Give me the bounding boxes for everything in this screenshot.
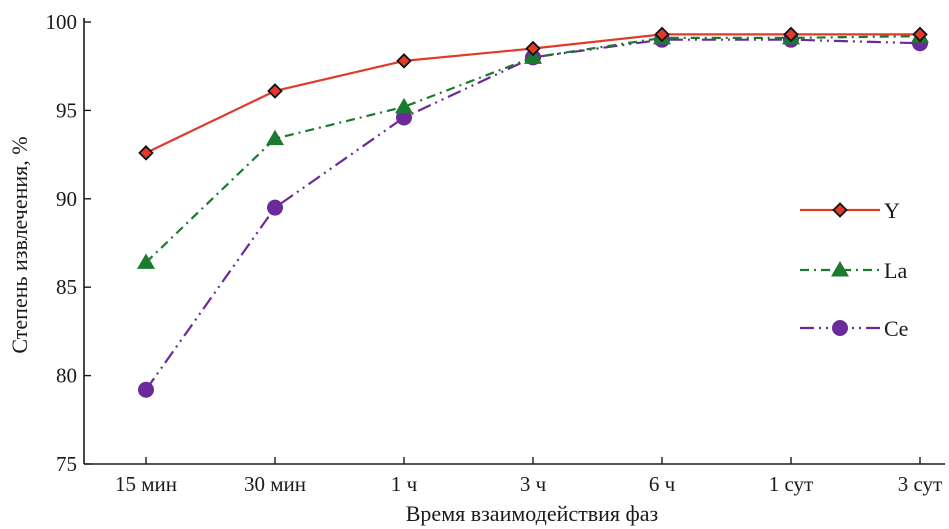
- legend-marker-ce: [832, 320, 848, 336]
- y-tick-label: 90: [56, 187, 77, 211]
- series-ce-point: [396, 109, 412, 126]
- series-ce: [138, 31, 928, 398]
- x-tick-label: 15 мин: [115, 472, 177, 496]
- series-la-point: [266, 129, 284, 146]
- legend-marker-la: [831, 261, 849, 277]
- y-tick-label: 75: [56, 452, 77, 476]
- series-y-point: [267, 83, 283, 99]
- x-tick-label: 3 сут: [898, 472, 942, 496]
- series-la-point: [395, 97, 413, 114]
- legend-item-y: Y: [800, 198, 900, 223]
- legend-item-ce: Ce: [800, 316, 908, 341]
- x-tick-label: 30 мин: [244, 472, 306, 496]
- y-tick-label: 95: [56, 98, 77, 122]
- x-tick-label: 3 ч: [520, 472, 547, 496]
- legend: Y La Ce: [800, 198, 908, 341]
- x-tick-label: 6 ч: [649, 472, 676, 496]
- axes: 75 80 85 90 95 100 15 мин 30 мин 1 ч 3 ч 6 ч 1 сут 3…: [46, 10, 945, 496]
- legend-marker-y: [832, 202, 848, 218]
- series-ce-line: [145, 38, 921, 391]
- series-y-point: [783, 26, 799, 43]
- y-axis-title: Степень извлечения, %: [7, 136, 32, 353]
- x-tick-label: 1 ч: [391, 472, 418, 496]
- x-tick-label: 1 сут: [769, 472, 813, 496]
- series-y-point: [525, 40, 541, 57]
- legend-label-la: La: [884, 258, 907, 283]
- legend-label-ce: Ce: [884, 316, 908, 341]
- series-y-point: [654, 26, 670, 43]
- y-tick-label: 80: [56, 364, 77, 388]
- legend-label-y: Y: [884, 198, 900, 223]
- series-y-point: [912, 26, 928, 43]
- y-tick-label: 100: [46, 10, 78, 34]
- x-axis-title: Время взаимодействия фаз: [406, 501, 658, 526]
- series-layer: [137, 26, 929, 398]
- legend-item-la: La: [800, 258, 907, 283]
- series-y-point: [138, 145, 154, 161]
- series-la: [137, 27, 929, 269]
- series-y-point: [396, 53, 412, 69]
- y-tick-label: 85: [56, 275, 77, 299]
- series-ce-point: [138, 381, 154, 398]
- series-y: [138, 26, 928, 161]
- series-la-point: [137, 253, 155, 269]
- series-la-line: [145, 35, 921, 264]
- series-ce-point: [267, 199, 283, 216]
